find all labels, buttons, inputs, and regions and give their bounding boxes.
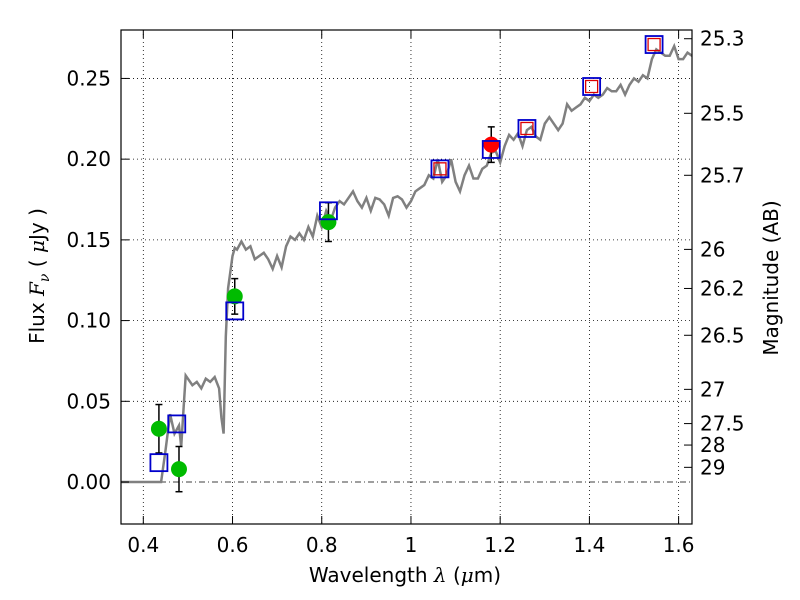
plot-area bbox=[121, 42, 692, 484]
x-tick-label: 1.2 bbox=[484, 533, 516, 557]
y2-tick-label: 26 bbox=[700, 237, 725, 261]
grid-layer bbox=[121, 30, 692, 524]
x-tick-label: 1.6 bbox=[663, 533, 695, 557]
model-point bbox=[582, 77, 602, 96]
data-point bbox=[483, 136, 500, 153]
data-point bbox=[170, 461, 187, 478]
y2-axis-label: Magnitude (AB) bbox=[759, 200, 783, 355]
model-point bbox=[481, 140, 501, 159]
x-tick-label: 1 bbox=[405, 533, 418, 557]
y2-tick-label: 27 bbox=[700, 377, 725, 401]
y2-tick-label: 27.5 bbox=[700, 412, 745, 436]
model-point bbox=[430, 159, 450, 179]
y2-tick-label: 25.5 bbox=[700, 101, 745, 125]
y-tick-label: 0.05 bbox=[66, 389, 111, 413]
model-point bbox=[520, 121, 534, 136]
x-tick-label: 0.8 bbox=[306, 533, 338, 557]
x-tick-label: 0.4 bbox=[127, 533, 159, 557]
ticks-layer: 0.4 0.6 0.8 1 1.2 1.4 1.6 0.00 0.05 0.10 0.15 0.20 0… bbox=[66, 27, 744, 557]
model-point bbox=[225, 301, 245, 321]
y2-tick-label: 25.3 bbox=[700, 27, 745, 51]
x-tick-label: 0.6 bbox=[217, 533, 249, 557]
plot-frame bbox=[120, 29, 693, 525]
y2-tick-label: 26.5 bbox=[700, 323, 745, 347]
model-point bbox=[167, 414, 187, 434]
model-point bbox=[319, 201, 338, 221]
x-axis-label: Wavelength λ (μm) bbox=[309, 563, 501, 587]
y-tick-label: 0.15 bbox=[66, 228, 111, 252]
y2-tick-label: 25.7 bbox=[700, 163, 745, 187]
data-point bbox=[226, 288, 243, 305]
model-point bbox=[517, 119, 537, 138]
model-point bbox=[647, 37, 661, 52]
x-tick-label: 1.4 bbox=[573, 533, 605, 557]
y2-tick-label: 26.2 bbox=[700, 276, 745, 300]
y-tick-label: 0.00 bbox=[66, 470, 111, 494]
y-tick-label: 0.25 bbox=[66, 66, 111, 90]
y2-tick-label: 28 bbox=[700, 433, 725, 457]
model-point bbox=[149, 453, 169, 473]
model-point bbox=[644, 35, 664, 54]
marks-layer bbox=[149, 35, 664, 493]
data-point bbox=[150, 420, 167, 437]
model-point bbox=[433, 162, 447, 176]
y2-tick-label: 29 bbox=[700, 455, 725, 479]
model-point bbox=[584, 79, 599, 94]
y-tick-label: 0.10 bbox=[66, 309, 111, 333]
y-tick-label: 0.20 bbox=[66, 147, 111, 171]
data-point bbox=[320, 214, 337, 231]
model-spectrum-line bbox=[121, 42, 692, 484]
y-axis-label: Flux Fν ( μJy ) bbox=[25, 208, 53, 344]
